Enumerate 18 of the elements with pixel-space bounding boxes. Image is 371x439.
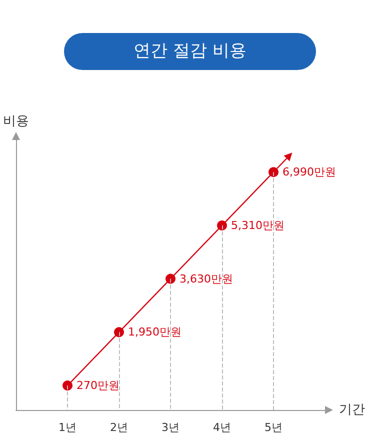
- x-axis-title: 기간: [339, 402, 365, 418]
- chart-title: 연간 절감 비용: [64, 33, 316, 70]
- point: [166, 274, 176, 284]
- data-label: 3,630만원: [180, 272, 233, 286]
- data-label: 270만원: [76, 379, 120, 392]
- x-tick-label: 1년: [58, 421, 76, 434]
- x-tick-label: 3년: [162, 421, 180, 434]
- point: [217, 220, 227, 230]
- data-label: 1,950만원: [128, 326, 182, 339]
- data-label: 5,310만원: [231, 218, 284, 232]
- x-tick-label: 2년: [110, 421, 128, 434]
- point: [114, 327, 124, 338]
- y-axis-title: 비용: [3, 114, 29, 129]
- x-tick-label: 5년: [264, 421, 282, 434]
- point: [62, 380, 72, 391]
- x-tick-label: 4년: [213, 421, 231, 434]
- point: [268, 167, 278, 178]
- data-label: 6,990만원: [282, 166, 336, 179]
